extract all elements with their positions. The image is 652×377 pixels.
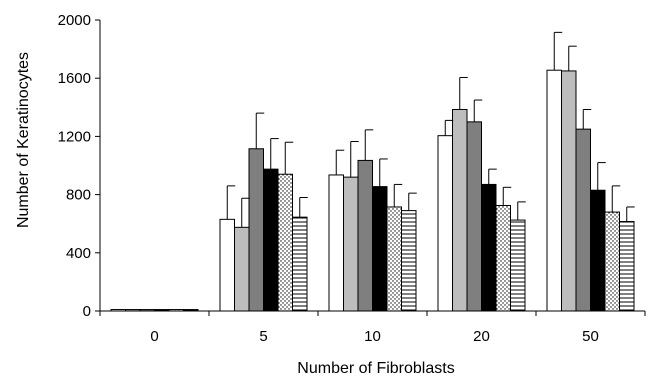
bar-series-1-cat-10 xyxy=(328,174,344,312)
bar-series-6-cat-20 xyxy=(510,219,526,312)
bar-series-2-cat-10 xyxy=(343,176,359,312)
bar-series-3-cat-5 xyxy=(248,148,264,312)
bar-series-2-cat-50 xyxy=(561,70,577,312)
x-axis-title: Number of Fibroblasts xyxy=(297,360,454,377)
bar-series-3-cat-10 xyxy=(357,159,373,312)
y-tick-label: 0 xyxy=(83,303,91,320)
bar-series-5-cat-10 xyxy=(386,206,402,312)
bar-series-4-cat-10 xyxy=(372,186,388,312)
bar-series-5-cat-20 xyxy=(495,205,511,312)
y-tick-label: 2000 xyxy=(58,12,91,29)
x-tick-label: 10 xyxy=(364,328,381,345)
bar-series-1-cat-5 xyxy=(219,218,235,312)
bars-layer xyxy=(110,69,635,312)
bar-series-1-cat-20 xyxy=(437,135,453,312)
x-tick-label: 5 xyxy=(259,328,267,345)
y-tick-label: 400 xyxy=(66,245,91,262)
y-axis-title: Number of Keratinocytes xyxy=(15,52,32,228)
bar-series-3-cat-20 xyxy=(466,121,482,312)
bar-series-2-cat-20 xyxy=(452,108,468,312)
y-tick-label: 1200 xyxy=(58,128,91,145)
tick-labels-layer: 0 5 10 20 50 0 400 800 1200 1600 2000 xyxy=(58,12,599,345)
bar-series-6-cat-5 xyxy=(292,216,308,312)
y-tick-label: 800 xyxy=(66,187,91,204)
bar-series-1-cat-50 xyxy=(546,69,562,312)
axes-layer xyxy=(95,19,646,316)
bar-series-2-cat-5 xyxy=(234,226,250,312)
bar-series-6-cat-50 xyxy=(619,221,635,312)
error-bars-layer xyxy=(226,31,635,228)
bar-series-5-cat-50 xyxy=(604,211,620,312)
x-tick-label: 0 xyxy=(150,328,158,345)
bar-series-4-cat-20 xyxy=(481,183,497,312)
bar-series-3-cat-50 xyxy=(575,128,591,312)
x-tick-label: 50 xyxy=(582,328,599,345)
bar-series-4-cat-50 xyxy=(590,189,606,312)
bar-series-5-cat-5 xyxy=(277,173,293,312)
bar-series-4-cat-5 xyxy=(263,168,279,312)
y-tick-label: 1600 xyxy=(58,70,91,87)
bar-series-6-cat-10 xyxy=(401,210,417,312)
x-tick-label: 20 xyxy=(473,328,490,345)
